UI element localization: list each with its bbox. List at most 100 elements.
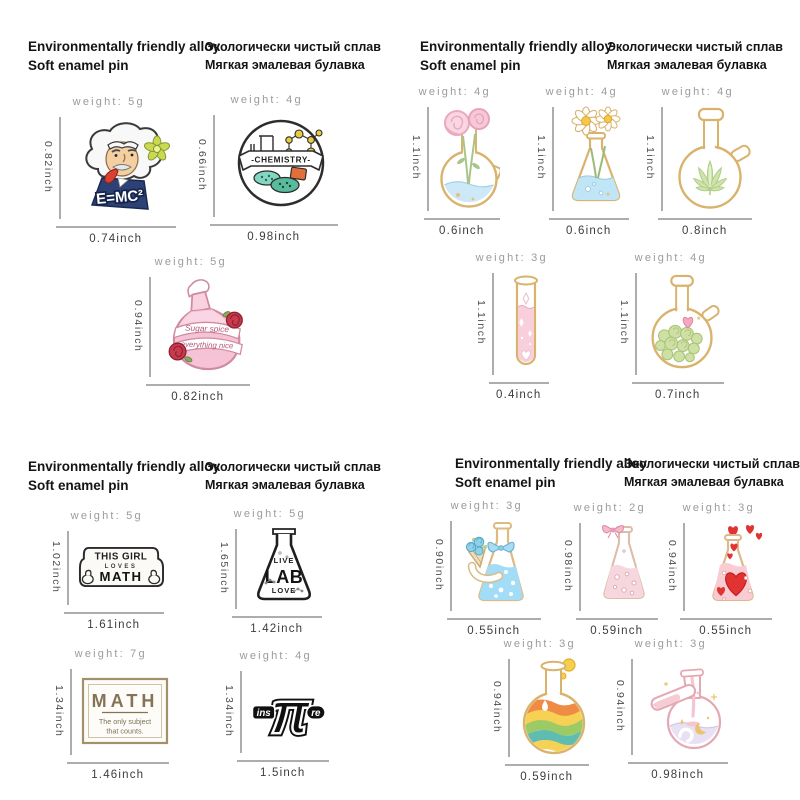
- width-ruler-line: [549, 218, 629, 220]
- pin-pink-test-tube: weight: 3g 1.1inch 0.4inch: [475, 252, 549, 401]
- pin-text-left: ins: [256, 707, 271, 718]
- weight-label: weight: 3g: [503, 638, 576, 650]
- height-label: 1.65inch: [218, 541, 230, 595]
- width-ruler-line: [632, 382, 724, 384]
- header-line: Soft enamel pin: [28, 57, 129, 73]
- header-russian: Экологически чистый сплав Мягкая эмалева…: [607, 39, 783, 74]
- height-ruler-line: [149, 277, 151, 377]
- pin-this-girl-loves-math: weight: 5g 1.02inch THIS GIRL LOVES MATH…: [50, 510, 164, 631]
- weight-label: weight: 5g: [72, 96, 145, 108]
- height-ruler-line: [450, 521, 452, 611]
- header-english: Environmentally friendly alloy Soft enam…: [420, 38, 612, 76]
- pin-chemistry-badge: weight: 4g 0.66inch: [196, 94, 338, 243]
- pin-bouquet-flask: weight: 3g 0.90inch 0: [433, 500, 541, 637]
- weight-label: weight: 7g: [74, 648, 147, 660]
- width-ruler-line: [210, 224, 338, 226]
- height-label: 1.34inch: [53, 684, 65, 738]
- pi-inspire-art: π π π ins re: [251, 669, 329, 753]
- pin-herb-bong-flask: weight: 4g 1.1inch 0.7inch: [618, 252, 724, 401]
- header-line: Environmentally friendly alloy: [28, 39, 221, 54]
- height-ruler-line: [552, 107, 554, 211]
- herb-bong-flask-art: [646, 271, 724, 375]
- pin-math-only-subject: weight: 7g 1.34inch MATH The only subjec…: [53, 648, 169, 781]
- header-line: Мягкая эмалевая булавка: [607, 57, 767, 72]
- pin-live-lab-love-flask: weight: 5g 1.65inch LIVE LAB LOVE 1.42in…: [218, 508, 322, 635]
- header-line: Soft enamel pin: [28, 477, 129, 493]
- weight-label: weight: 5g: [154, 256, 227, 268]
- width-ruler-line: [576, 618, 658, 620]
- width-ruler-line: [237, 760, 329, 762]
- height-label: 0.94inch: [491, 680, 503, 734]
- width-ruler-line: [64, 612, 164, 614]
- live-lab-love-flask-art: LIVE LAB LOVE: [246, 527, 322, 609]
- weight-label: weight: 4g: [634, 252, 707, 264]
- height-ruler-line: [67, 531, 69, 605]
- width-label: 0.59inch: [520, 770, 574, 783]
- header-line: Environmentally friendly alloy: [455, 456, 648, 471]
- chemistry-banner-text: -CHEMISTRY-: [251, 156, 311, 165]
- header-line: Мягкая эмалевая булавка: [205, 57, 365, 72]
- leaf-bong-flask-art: [672, 105, 752, 211]
- width-label: 0.74inch: [89, 232, 143, 245]
- height-ruler-line: [661, 107, 663, 211]
- weight-label: weight: 5g: [233, 508, 306, 520]
- einstein-pin-art: E=MC²: [70, 115, 176, 219]
- weight-label: weight: 3g: [475, 252, 548, 264]
- height-label: 0.82inch: [42, 140, 54, 194]
- height-label: 0.98inch: [562, 539, 574, 593]
- pink-bow-flask-art: [590, 521, 658, 611]
- width-label: 1.5inch: [260, 766, 306, 779]
- pi-symbol: π: [271, 682, 309, 741]
- height-label: 1.1inch: [475, 300, 487, 346]
- width-ruler-line: [658, 218, 752, 220]
- header-russian: Экологически чистый сплав Мягкая эмалева…: [205, 39, 381, 74]
- height-ruler-line: [508, 659, 510, 757]
- pin-daisy-flask: weight: 4g 1.1inch: [535, 86, 629, 237]
- header-line: Экологически чистый сплав: [205, 460, 381, 474]
- width-label: 0.55inch: [467, 624, 521, 637]
- weight-label: weight: 5g: [70, 510, 143, 522]
- width-label: 0.7inch: [655, 388, 701, 401]
- width-label: 1.42inch: [250, 622, 304, 635]
- header-line: Environmentally friendly alloy: [420, 39, 613, 54]
- pin-text-line2: LOVES: [104, 563, 137, 569]
- height-ruler-line: [235, 529, 237, 609]
- bouquet-flask-art: [461, 519, 541, 611]
- pin-sugar-spice-bottle: weight: 5g 0.94inch Sugar spice everythi…: [132, 256, 250, 403]
- height-ruler-line: [492, 273, 494, 375]
- weight-label: weight: 3g: [682, 502, 755, 514]
- header-line: Экологически чистый сплав: [607, 40, 783, 54]
- height-ruler-line: [683, 523, 685, 611]
- weight-label: weight: 4g: [239, 650, 312, 662]
- pin-text-right: re: [311, 707, 321, 718]
- weight-label: weight: 3g: [450, 500, 523, 512]
- height-label: 1.1inch: [535, 135, 547, 181]
- width-ruler-line: [424, 218, 500, 220]
- width-label: 1.46inch: [91, 768, 145, 781]
- width-ruler-line: [447, 618, 541, 620]
- header-line: Мягкая эмалевая булавка: [205, 477, 365, 492]
- height-label: 1.02inch: [50, 540, 62, 594]
- width-label: 0.6inch: [439, 224, 485, 237]
- weight-label: weight: 4g: [230, 94, 303, 106]
- height-label: 0.90inch: [433, 538, 445, 592]
- daisy-flask-art: [563, 105, 629, 211]
- width-ruler-line: [489, 382, 549, 384]
- math-only-subject-art: MATH The only subject that counts.: [81, 667, 169, 755]
- header-english: Environmentally friendly alloy Soft enam…: [28, 458, 220, 496]
- header-line: Soft enamel pin: [455, 474, 556, 490]
- width-label: 0.4inch: [496, 388, 542, 401]
- height-label: 1.1inch: [618, 300, 630, 346]
- rainbow-flask-art: [519, 657, 589, 757]
- header-russian: Экологически чистый сплав Мягкая эмалева…: [624, 456, 800, 491]
- width-label: 0.6inch: [566, 224, 612, 237]
- height-label: 0.94inch: [614, 679, 626, 733]
- pin-text-line2: LAB: [264, 567, 303, 587]
- width-ruler-line: [628, 762, 728, 764]
- pin-pink-bow-flask: weight: 2g 0.98inch 0.59inch: [562, 502, 658, 637]
- pin-einstein-emc2: weight: 5g 0.82inch: [42, 96, 176, 245]
- this-girl-loves-math-art: THIS GIRL LOVES MATH: [78, 529, 164, 605]
- height-ruler-line: [579, 523, 581, 611]
- sugar-spice-bottle-art: Sugar spice everything nice: [160, 275, 250, 377]
